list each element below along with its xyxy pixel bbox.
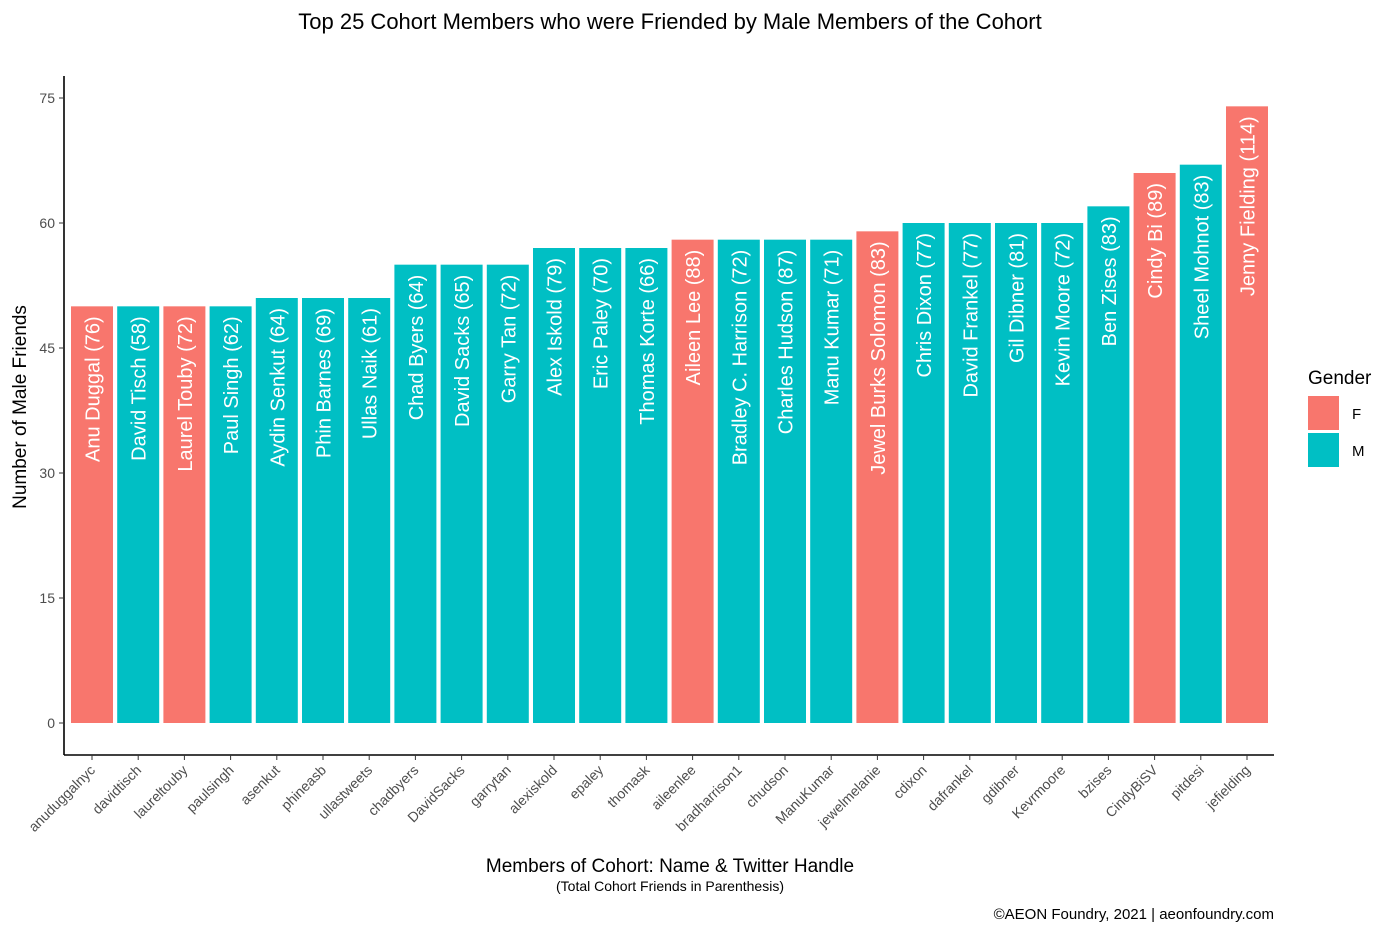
legend-label: M bbox=[1352, 443, 1365, 460]
x-tick-label: paulsingh bbox=[183, 762, 237, 816]
bar-label: David Tisch (58) bbox=[129, 316, 151, 461]
y-tick-label: 75 bbox=[39, 90, 55, 106]
bar bbox=[671, 239, 714, 723]
bar bbox=[625, 248, 668, 723]
bar-label: Ullas Naik (61) bbox=[360, 308, 382, 439]
bar-label: Charles Hudson (87) bbox=[776, 250, 798, 435]
x-tick-label: cdixon bbox=[890, 762, 930, 802]
bar bbox=[902, 223, 945, 723]
bar bbox=[302, 298, 344, 723]
legend-title: Gender bbox=[1308, 368, 1372, 389]
bar-label: Alex Iskold (79) bbox=[545, 258, 567, 396]
bar bbox=[764, 239, 806, 723]
bar bbox=[486, 264, 529, 723]
chart-title: Top 25 Cohort Members who were Friended … bbox=[298, 9, 1041, 34]
y-tick-label: 45 bbox=[39, 340, 55, 356]
bar bbox=[348, 298, 391, 723]
x-tick-label: pitdesi bbox=[1167, 762, 1207, 802]
x-tick-label: alexiskold bbox=[505, 762, 560, 817]
bar-label: Bradley C. Harrison (72) bbox=[729, 250, 751, 466]
bar bbox=[440, 264, 483, 723]
bar bbox=[163, 306, 206, 723]
bar bbox=[117, 306, 160, 723]
bar-label: Thomas Korte (66) bbox=[637, 258, 659, 425]
bar bbox=[995, 223, 1037, 723]
bar bbox=[717, 239, 760, 723]
y-axis-label: Number of Male Friends bbox=[10, 305, 31, 509]
bar-label: Chris Dixon (77) bbox=[914, 233, 936, 377]
bar-label: Aydin Senkut (64) bbox=[267, 308, 289, 467]
bar bbox=[71, 306, 113, 723]
x-tick-label: asenkut bbox=[237, 762, 283, 808]
bar-label: Manu Kumar (71) bbox=[822, 250, 844, 406]
legend-label: F bbox=[1352, 406, 1361, 423]
bar bbox=[255, 298, 298, 723]
bar bbox=[533, 248, 575, 723]
bar bbox=[810, 239, 853, 723]
bar-label: David Sacks (65) bbox=[452, 275, 474, 427]
bar-label: Kevin Moore (72) bbox=[1053, 233, 1075, 386]
x-tick-label: bzises bbox=[1075, 762, 1114, 801]
bar-label: Laurel Touby (72) bbox=[175, 316, 197, 471]
bar-label: Anu Duggal (76) bbox=[83, 316, 105, 462]
bar-label: Garry Tan (72) bbox=[498, 275, 520, 404]
bar-label: Phin Barnes (69) bbox=[314, 308, 336, 458]
bar-label: Chad Byers (64) bbox=[406, 275, 428, 421]
x-tick-label: garrytan bbox=[466, 762, 514, 810]
bar-label: Aileen Lee (88) bbox=[683, 250, 705, 386]
x-tick-label: dafrankel bbox=[924, 762, 976, 814]
y-tick-label: 30 bbox=[39, 465, 55, 481]
bar bbox=[394, 264, 437, 723]
x-tick-label: anuduggalnyc bbox=[25, 762, 98, 835]
bar-label: Eric Paley (70) bbox=[591, 258, 613, 389]
bar bbox=[1087, 206, 1130, 724]
x-tick-label: gdibner bbox=[978, 762, 1023, 807]
bar-label: Sheel Mohnot (83) bbox=[1191, 175, 1213, 340]
bar bbox=[948, 223, 991, 723]
x-tick-label: thomask bbox=[604, 761, 653, 810]
bar-label: Cindy Bi (89) bbox=[1145, 183, 1167, 299]
legend-swatch bbox=[1308, 396, 1339, 430]
y-tick-label: 60 bbox=[39, 215, 55, 231]
bar-label: Jewel Burks Solomon (83) bbox=[868, 241, 890, 474]
bar bbox=[1226, 106, 1268, 724]
bar bbox=[1133, 173, 1176, 723]
x-tick-label: jefielding bbox=[1202, 762, 1253, 813]
bar-label: David Frankel (77) bbox=[960, 233, 982, 398]
y-tick-label: 15 bbox=[39, 590, 55, 606]
copyright-caption: ©AEON Foundry, 2021 | aeonfoundry.com bbox=[994, 906, 1274, 923]
x-tick-label: epaley bbox=[566, 762, 606, 802]
y-tick-label: 0 bbox=[47, 715, 55, 731]
x-axis-label: Members of Cohort: Name & Twitter Handle bbox=[486, 856, 854, 877]
bar bbox=[209, 306, 252, 723]
bar-label: Gil Dibner (81) bbox=[1007, 233, 1029, 363]
x-axis-sublabel: (Total Cohort Friends in Parenthesis) bbox=[556, 878, 784, 894]
bar bbox=[1041, 223, 1084, 723]
bar-label: Jenny Fielding (114) bbox=[1238, 116, 1260, 296]
bar bbox=[1179, 164, 1222, 723]
bar-label: Ben Zises (83) bbox=[1099, 216, 1121, 346]
legend-swatch bbox=[1308, 433, 1339, 467]
bar bbox=[856, 231, 899, 724]
bar-label: Paul Singh (62) bbox=[221, 316, 243, 454]
bar bbox=[579, 248, 622, 723]
